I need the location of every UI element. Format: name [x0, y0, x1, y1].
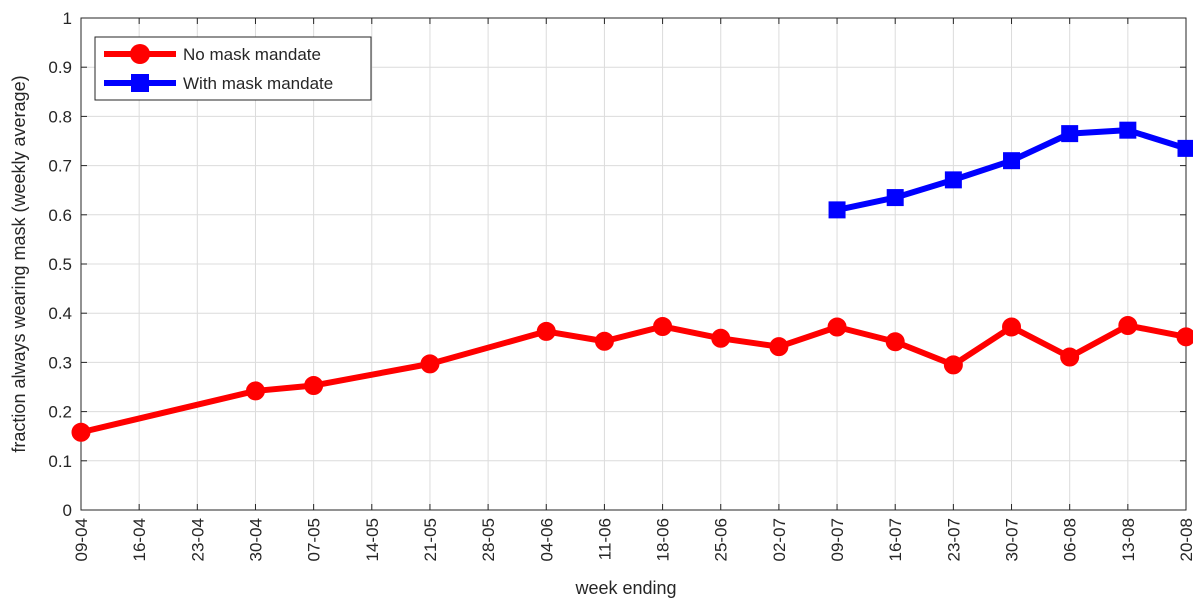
x-tick-label: 06-08	[1061, 518, 1080, 561]
x-tick-label: 14-05	[363, 518, 382, 561]
x-tick-label: 16-07	[886, 518, 905, 561]
y-tick-label: 0.3	[48, 353, 72, 372]
data-point	[887, 190, 903, 206]
data-point	[945, 356, 962, 373]
y-tick-label: 0.9	[48, 58, 72, 77]
x-tick-label: 11-06	[595, 518, 614, 560]
x-tick-label: 07-05	[305, 518, 324, 561]
data-point	[1003, 318, 1020, 335]
x-tick-label: 23-07	[944, 518, 963, 561]
data-point	[247, 382, 264, 399]
data-point	[829, 318, 846, 335]
y-tick-label: 0.5	[48, 255, 72, 274]
x-tick-label: 13-08	[1119, 518, 1138, 561]
x-tick-label: 30-04	[246, 518, 265, 561]
data-point	[73, 424, 90, 441]
data-point	[654, 318, 671, 335]
data-point	[305, 377, 322, 394]
x-tick-label: 28-05	[479, 518, 498, 561]
x-tick-label: 20-08	[1177, 518, 1193, 561]
legend-label: With mask mandate	[183, 74, 333, 93]
data-point	[1004, 153, 1020, 169]
y-tick-label: 0.1	[48, 452, 72, 471]
x-tick-label: 30-07	[1003, 518, 1022, 561]
data-point	[1178, 140, 1193, 156]
y-tick-label: 0.4	[48, 304, 72, 323]
data-point	[770, 338, 787, 355]
y-tick-label: 0.6	[48, 206, 72, 225]
x-tick-label: 21-05	[421, 518, 440, 561]
x-tick-label: 23-04	[188, 518, 207, 561]
x-tick-label: 18-06	[654, 518, 673, 561]
data-point	[1119, 317, 1136, 334]
data-point	[712, 330, 729, 347]
data-point	[1120, 122, 1136, 138]
x-tick-label: 02-07	[770, 518, 789, 561]
data-point	[421, 355, 438, 372]
data-point	[1062, 126, 1078, 142]
y-axis-label: fraction always wearing mask (weekly ave…	[9, 75, 29, 452]
y-tick-label: 0	[63, 501, 72, 520]
y-tick-label: 0.8	[48, 107, 72, 126]
legend-marker	[130, 44, 150, 64]
data-point	[1178, 328, 1193, 345]
data-point	[596, 333, 613, 350]
data-point	[945, 172, 961, 188]
data-point	[1061, 348, 1078, 365]
x-tick-label: 09-07	[828, 518, 847, 561]
x-tick-label: 16-04	[130, 518, 149, 561]
x-tick-label: 04-06	[537, 518, 556, 561]
legend-marker	[131, 74, 149, 92]
data-point	[887, 333, 904, 350]
x-tick-label: 09-04	[72, 518, 91, 561]
y-tick-label: 0.2	[48, 403, 72, 422]
y-tick-label: 1	[63, 9, 72, 28]
data-point	[829, 202, 845, 218]
x-tick-label: 25-06	[712, 518, 731, 561]
legend: No mask mandate With mask mandate	[95, 37, 371, 100]
x-axis-label: week ending	[574, 578, 676, 598]
legend-label: No mask mandate	[183, 45, 321, 64]
data-point	[538, 323, 555, 340]
y-tick-label: 0.7	[48, 157, 72, 176]
